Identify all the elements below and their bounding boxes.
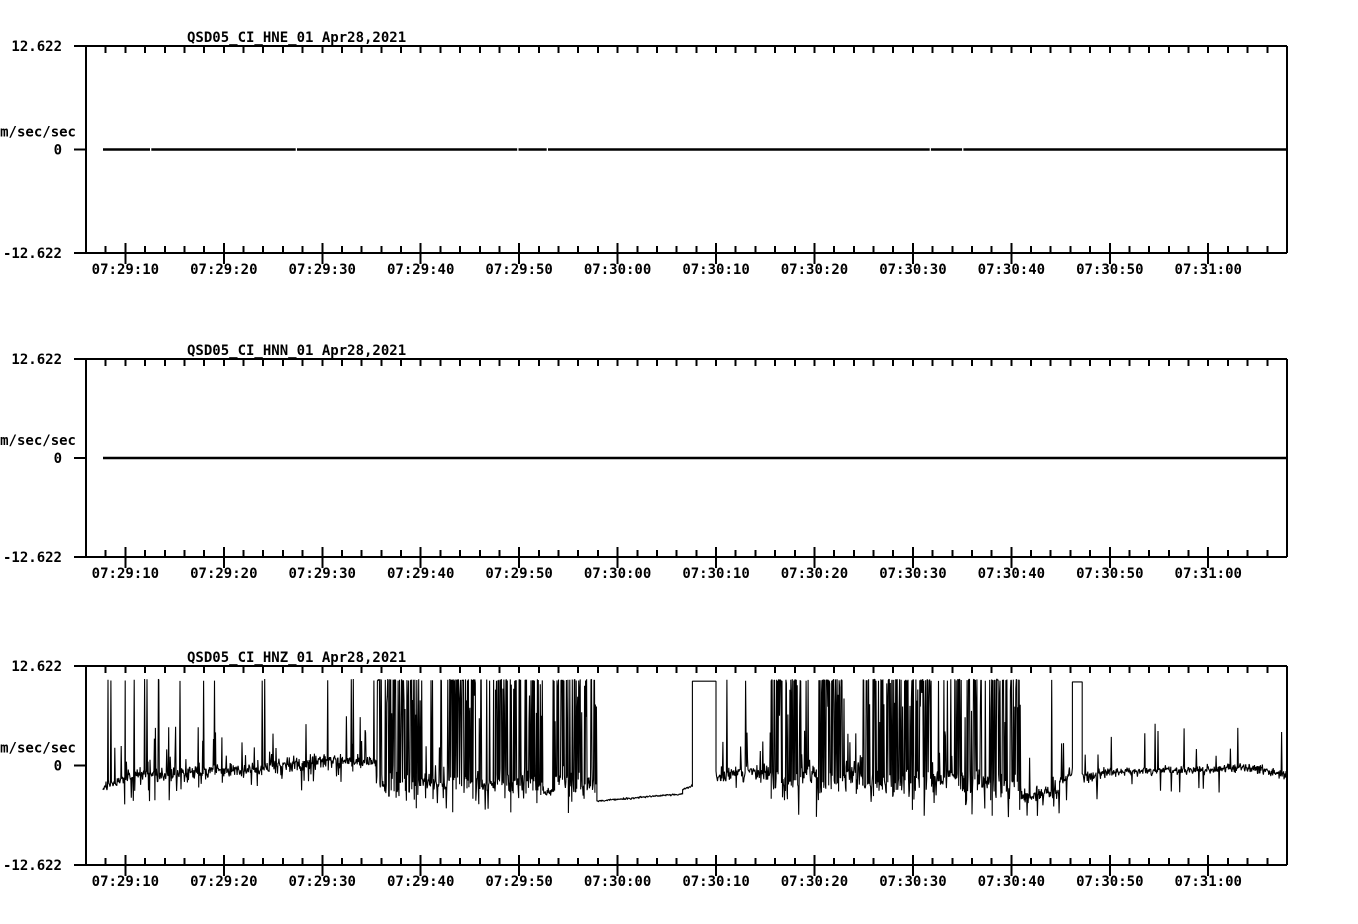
x-tick-label: 07:30:40: [978, 566, 1045, 582]
panel-HNE: 07:29:10 07:29:20 07:29:30 07:29:40 07:29:50…: [0, 30, 1288, 278]
x-tick-label: 07:30:40: [978, 262, 1045, 278]
x-tick-label: 07:31:00: [1175, 262, 1242, 278]
y-tick-label-max: 12.622: [11, 39, 62, 55]
x-tick-label: 07:29:40: [387, 566, 454, 582]
x-tick-label: 07:29:10: [92, 262, 159, 278]
y-tick-label-max: 12.622: [11, 659, 62, 675]
x-tick-label: 07:30:10: [682, 262, 749, 278]
y-tick-label-zero: 0: [54, 759, 62, 775]
y-tick-label-min: -12.622: [3, 246, 62, 262]
x-tick-label: 07:29:30: [289, 262, 356, 278]
x-tick-label: 07:29:20: [190, 566, 257, 582]
x-tick-label: 07:29:50: [485, 874, 552, 890]
x-tick-label: 07:30:30: [879, 874, 946, 890]
x-tick-label: 07:30:20: [781, 262, 848, 278]
panel-HNZ: 07:29:10 07:29:20 07:29:30 07:29:40 07:29:50…: [0, 650, 1288, 890]
x-tick-label: 07:30:20: [781, 874, 848, 890]
y-tick-label-min: -12.622: [3, 550, 62, 566]
x-tick-label: 07:29:20: [190, 262, 257, 278]
x-tick-label: 07:29:30: [289, 874, 356, 890]
x-tick-label: 07:29:50: [485, 566, 552, 582]
x-tick-label: 07:29:30: [289, 566, 356, 582]
y-tick-label-zero: 0: [54, 451, 62, 467]
panel-axes-HNZ: [74, 665, 1288, 876]
panel-title: QSD05_CI_HNZ_01 Apr28,2021: [187, 650, 406, 666]
x-tick-label: 07:30:00: [584, 262, 651, 278]
x-tick-label: 07:30:00: [584, 874, 651, 890]
x-tick-label: 07:29:50: [485, 262, 552, 278]
x-tick-label: 07:31:00: [1175, 566, 1242, 582]
x-tick-label: 07:30:20: [781, 566, 848, 582]
panel-HNN: 07:29:10 07:29:20 07:29:30 07:29:40 07:29:50…: [0, 343, 1288, 582]
x-tick-label: 07:30:30: [879, 566, 946, 582]
y-tick-label-max: 12.622: [11, 352, 62, 368]
panel-title: QSD05_CI_HNE_01 Apr28,2021: [187, 30, 406, 46]
x-tick-label: 07:30:00: [584, 566, 651, 582]
y-tick-label-min: -12.622: [3, 858, 62, 874]
x-tick-label: 07:30:10: [682, 874, 749, 890]
x-tick-label: 07:30:50: [1076, 262, 1143, 278]
y-tick-label-zero: 0: [54, 143, 62, 159]
panel-axes-HNN: [74, 358, 1288, 568]
x-tick-label: 07:30:40: [978, 874, 1045, 890]
x-tick-label: 07:29:10: [92, 874, 159, 890]
x-tick-label: 07:31:00: [1175, 874, 1242, 890]
x-tick-label: 07:30:50: [1076, 874, 1143, 890]
x-tick-label: 07:30:50: [1076, 566, 1143, 582]
x-tick-label: 07:29:40: [387, 874, 454, 890]
panel-axes-HNE: [74, 45, 1288, 264]
panel-title: QSD05_CI_HNN_01 Apr28,2021: [187, 343, 406, 359]
x-tick-label: 07:30:10: [682, 566, 749, 582]
y-axis-unit-label: cm/sec/sec: [0, 125, 76, 141]
trace-HNZ: [102, 678, 1288, 818]
x-tick-label: 07:30:30: [879, 262, 946, 278]
y-axis-unit-label: cm/sec/sec: [0, 433, 76, 449]
x-tick-label: 07:29:20: [190, 874, 257, 890]
x-tick-label: 07:29:40: [387, 262, 454, 278]
x-tick-label: 07:29:10: [92, 566, 159, 582]
y-axis-unit-label: cm/sec/sec: [0, 741, 76, 757]
